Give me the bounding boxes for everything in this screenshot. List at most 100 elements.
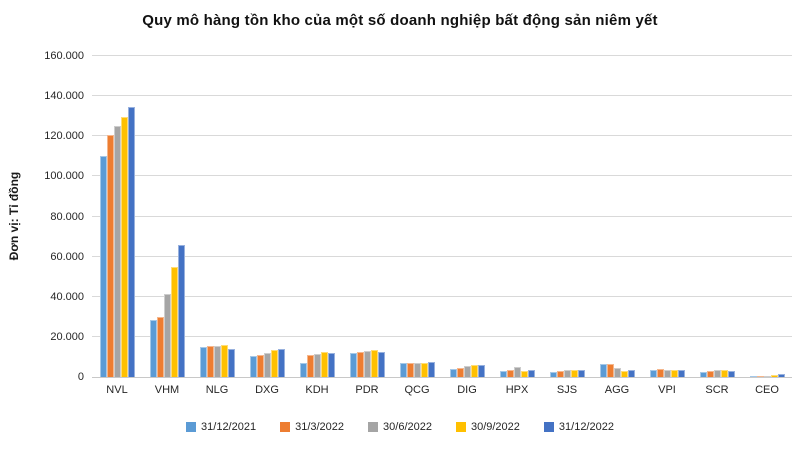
bar-KDH-31-12-2021 — [300, 363, 307, 377]
legend-swatch-icon — [280, 422, 291, 432]
bar-DXG-30-9-2022 — [271, 350, 278, 377]
bar-VHM-31-3-2022 — [157, 317, 164, 377]
bar-NVL-31-12-2021 — [100, 156, 107, 377]
bar-QCG-31-12-2022 — [428, 362, 435, 377]
bar-HPX-31-12-2022 — [528, 370, 535, 377]
y-tick-label: 60.000 — [50, 250, 84, 263]
x-axis-line — [92, 377, 792, 378]
bar-PDR-31-3-2022 — [357, 352, 364, 377]
bar-DIG-31-3-2022 — [457, 368, 464, 377]
x-category-label-VPI: VPI — [658, 384, 676, 396]
bar-NLG-31-3-2022 — [207, 346, 214, 377]
bar-NLG-30-6-2022 — [214, 346, 221, 377]
bar-HPX-30-6-2022 — [514, 367, 521, 377]
bar-NLG-31-12-2021 — [200, 347, 207, 377]
x-category-label-CEO: CEO — [755, 384, 779, 396]
bar-SJS-31-12-2021 — [550, 372, 557, 377]
bar-AGG-31-12-2021 — [600, 364, 607, 377]
bar-CEO-31-3-2022 — [757, 376, 764, 377]
x-category-label-AGG: AGG — [604, 384, 630, 396]
bar-KDH-30-6-2022 — [314, 354, 321, 377]
bar-SJS-31-12-2022 — [578, 370, 585, 377]
gridline — [92, 335, 792, 337]
bar-CEO-30-6-2022 — [764, 376, 771, 377]
legend-swatch-icon — [368, 422, 379, 432]
gridline — [92, 95, 792, 97]
bar-PDR-30-6-2022 — [364, 351, 371, 377]
y-tick-label: 80.000 — [50, 210, 84, 223]
legend-label: 31/12/2021 — [201, 421, 257, 433]
bar-VHM-30-9-2022 — [171, 267, 178, 377]
bar-HPX-31-3-2022 — [507, 370, 514, 377]
x-category-label-DXG: DXG — [255, 384, 279, 396]
bar-DXG-30-6-2022 — [264, 353, 271, 377]
bar-VPI-30-9-2022 — [671, 370, 678, 377]
gridline — [92, 255, 792, 257]
bar-NLG-31-12-2022 — [228, 349, 235, 377]
bar-SJS-31-3-2022 — [557, 371, 564, 377]
y-tick-label: 100.000 — [44, 170, 84, 183]
bar-SCR-31-12-2022 — [728, 371, 735, 377]
bar-VHM-30-6-2022 — [164, 294, 171, 377]
x-category-label-KDH: KDH — [305, 384, 329, 396]
chart-title: Quy mô hàng tồn kho của một số doanh ngh… — [142, 12, 658, 29]
bar-KDH-31-3-2022 — [307, 355, 314, 377]
bar-VHM-31-12-2022 — [178, 245, 185, 377]
bar-PDR-30-9-2022 — [371, 350, 378, 377]
bar-AGG-31-3-2022 — [607, 364, 614, 377]
bar-HPX-31-12-2021 — [500, 371, 507, 377]
bar-QCG-30-6-2022 — [414, 363, 421, 377]
bar-DXG-31-12-2022 — [278, 349, 285, 377]
x-category-label-SJS: SJS — [556, 384, 578, 396]
x-category-label-NVL: NVL — [106, 384, 128, 396]
bar-SJS-30-9-2022 — [571, 370, 578, 377]
gridline — [92, 215, 792, 217]
bar-NVL-30-6-2022 — [114, 126, 121, 377]
legend-swatch-icon — [186, 422, 197, 432]
gridline — [92, 55, 792, 56]
x-category-label-VHM: VHM — [154, 384, 180, 396]
bar-QCG-31-3-2022 — [407, 363, 414, 377]
y-tick-label: 120.000 — [44, 130, 84, 143]
bar-CEO-31-12-2021 — [750, 376, 757, 377]
x-category-label-PDR: PDR — [355, 384, 379, 396]
bar-DIG-31-12-2021 — [450, 369, 457, 377]
legend-label: 30/9/2022 — [470, 421, 520, 433]
bar-VPI-31-12-2021 — [650, 370, 657, 377]
legend-item: 31/12/2022 — [543, 421, 614, 433]
gridline — [92, 295, 792, 297]
bar-AGG-30-9-2022 — [621, 371, 628, 377]
bar-SCR-31-3-2022 — [707, 371, 714, 377]
y-tick-label: 140.000 — [44, 90, 84, 103]
bar-DXG-31-3-2022 — [257, 355, 264, 377]
bar-VPI-30-6-2022 — [664, 370, 671, 377]
bar-DIG-30-6-2022 — [464, 366, 471, 377]
legend: 31/12/2021 31/3/2022 30/6/2022 30/9/2022 31/… — [0, 421, 800, 433]
bar-SJS-30-6-2022 — [564, 370, 571, 377]
gridline — [92, 135, 792, 137]
x-category-label-HPX: HPX — [505, 384, 529, 396]
x-category-label-SCR: SCR — [705, 384, 729, 396]
x-category-label-DIG: DIG — [457, 384, 477, 396]
legend-item: 30/9/2022 — [455, 421, 520, 433]
bar-QCG-30-9-2022 — [421, 363, 428, 377]
bar-NVL-31-3-2022 — [107, 135, 114, 377]
legend-item: 31/12/2021 — [186, 421, 256, 433]
bar-VPI-31-12-2022 — [678, 370, 685, 377]
bar-VHM-31-12-2021 — [150, 320, 157, 377]
legend-label: 31/12/2022 — [558, 421, 614, 433]
bar-SCR-31-12-2021 — [700, 372, 707, 377]
bar-NVL-30-9-2022 — [121, 117, 128, 377]
bar-NLG-30-9-2022 — [221, 345, 228, 377]
legend-swatch-icon — [455, 422, 466, 432]
bar-AGG-30-6-2022 — [614, 368, 621, 377]
bar-KDH-30-9-2022 — [321, 352, 328, 377]
y-tick-label: 20.000 — [50, 330, 84, 343]
bar-DIG-31-12-2022 — [478, 365, 485, 377]
bar-AGG-31-12-2022 — [628, 370, 635, 377]
bar-HPX-30-9-2022 — [521, 371, 528, 377]
y-tick-label: 160.000 — [44, 50, 84, 62]
bar-CEO-30-9-2022 — [771, 375, 778, 377]
bar-NVL-31-12-2022 — [128, 107, 135, 377]
